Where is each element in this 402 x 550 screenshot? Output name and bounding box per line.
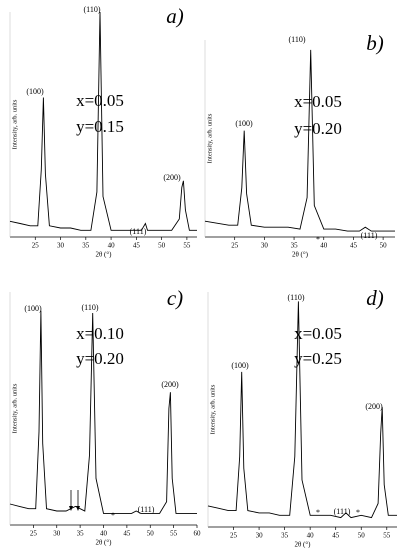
x-tick-label: 40 [320, 242, 328, 250]
composition: x=0.10 [76, 324, 124, 343]
x-tick-label: 45 [133, 242, 141, 250]
impurity-star: * [111, 511, 115, 520]
peak-label: (100) [26, 87, 44, 96]
x-axis-label: 2θ (°) [95, 539, 112, 547]
x-tick-label: 40 [108, 242, 116, 250]
arrow-head [76, 506, 80, 511]
composition: x=0.05 [76, 91, 124, 110]
peak-label: (111) [334, 507, 351, 516]
x-tick-label: 35 [281, 532, 289, 540]
x-axis-label: 2θ (°) [294, 541, 311, 549]
x-tick-label: 35 [82, 242, 90, 250]
panel-title: a) [166, 4, 184, 28]
x-tick-label: 50 [380, 242, 388, 250]
composition: y=0.20 [76, 349, 124, 368]
xrd-line [207, 301, 397, 519]
peak-label: (110) [83, 5, 100, 14]
x-tick-label: 25 [32, 242, 40, 250]
x-tick-label: 40 [100, 530, 108, 538]
peak-label: (110) [287, 293, 304, 302]
x-tick-label: 55 [183, 242, 191, 250]
x-tick-label: 45 [350, 242, 358, 250]
xrd-line [204, 49, 395, 232]
peak-label: (110) [81, 303, 98, 312]
x-axis-label: 2θ (°) [292, 251, 309, 259]
x-tick-label: 55 [383, 532, 391, 540]
x-tick-label: 35 [77, 530, 85, 538]
x-tick-label: 30 [57, 242, 65, 250]
panel-title: d) [366, 286, 384, 310]
peak-label: (100) [24, 304, 42, 313]
x-tick-label: 50 [158, 242, 166, 250]
x-tick-label: 60 [194, 530, 202, 538]
xrd-line [9, 11, 197, 231]
x-tick-label: 35 [291, 242, 299, 250]
x-tick-label: 45 [123, 530, 131, 538]
composition: y=0.20 [294, 119, 342, 138]
x-tick-label: 30 [261, 242, 269, 250]
panel-title: c) [167, 286, 183, 310]
x-tick-label: 25 [231, 242, 239, 250]
x-tick-label: 50 [147, 530, 155, 538]
y-axis-label: Intensity, arb. units [206, 113, 213, 163]
panel-title: b) [366, 31, 384, 55]
peak-label: (200) [365, 402, 383, 411]
peak-label: (100) [235, 119, 253, 128]
y-axis-label: Intensity, arb. units [209, 384, 216, 434]
x-tick-label: 40 [307, 532, 315, 540]
y-axis-label: Intensity, arb. units [11, 99, 18, 149]
xrd-line [9, 310, 197, 514]
peak-label: (100) [231, 361, 249, 370]
x-tick-label: 30 [256, 532, 264, 540]
x-axis-label: 2θ (°) [95, 251, 112, 259]
y-axis-label: Intensity, arb. units [11, 383, 18, 433]
peak-label: (111) [138, 505, 155, 514]
x-tick-label: 30 [53, 530, 61, 538]
impurity-star: * [356, 508, 360, 517]
peak-label: (111) [361, 231, 378, 240]
arrow-head [69, 506, 73, 511]
composition: y=0.25 [294, 349, 342, 368]
peak-label: (200) [163, 173, 181, 182]
peak-label: (111) [130, 227, 147, 236]
impurity-star: * [316, 235, 320, 244]
peak-label: (110) [288, 35, 305, 44]
x-tick-label: 25 [230, 532, 238, 540]
composition: x=0.05 [294, 92, 342, 111]
impurity-star: * [316, 508, 320, 517]
x-tick-label: 45 [332, 532, 340, 540]
x-tick-label: 50 [358, 532, 366, 540]
x-tick-label: 25 [30, 530, 38, 538]
composition: x=0.05 [294, 324, 342, 343]
peak-label: (200) [161, 380, 179, 389]
x-tick-label: 55 [170, 530, 178, 538]
composition: y=0.15 [76, 117, 124, 136]
